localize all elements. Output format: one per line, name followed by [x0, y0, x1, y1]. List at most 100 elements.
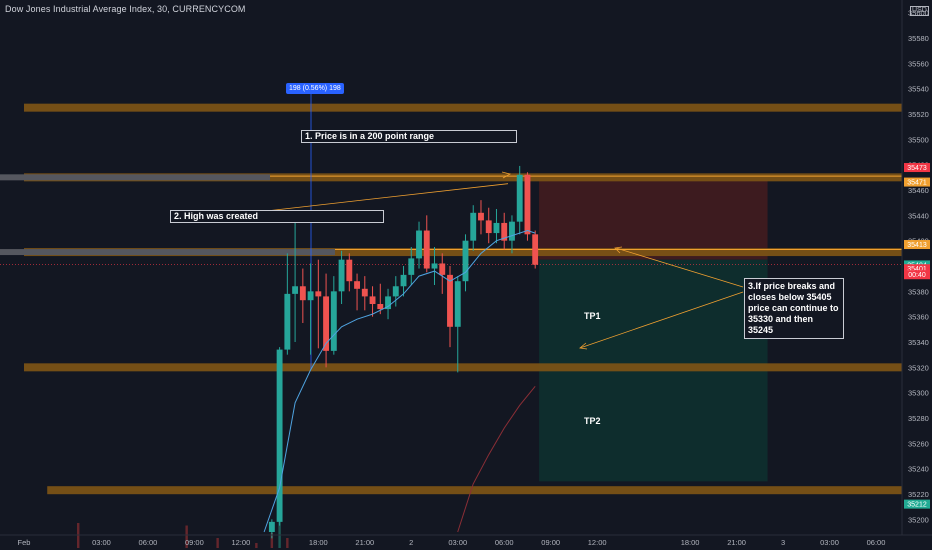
candle-body [478, 212, 484, 221]
price-badge [904, 264, 930, 274]
candle-body [315, 291, 322, 297]
candle-body [400, 274, 407, 287]
candle-body [323, 296, 330, 351]
y-tick-label: 35220 [908, 490, 929, 499]
price-badge-label: 35401 [907, 266, 927, 273]
price-badge-label: 00:40 [908, 272, 926, 279]
x-tick-label: 12:00 [588, 538, 607, 547]
currency-label[interactable]: USD [910, 6, 929, 16]
x-tick-label: 2 [409, 538, 413, 547]
candle-body [276, 349, 283, 522]
volume-bar [216, 538, 219, 548]
measure-label[interactable]: 198 (0.56%) 198 [286, 83, 344, 94]
x-tick-label: 03:00 [820, 538, 839, 547]
level-zone [47, 486, 902, 495]
volume-bar [185, 525, 188, 548]
x-tick-label: 09:00 [541, 538, 560, 547]
annotation-high[interactable]: 2. High was created [170, 210, 384, 223]
y-tick-label: 35540 [908, 85, 929, 94]
sma-line [457, 385, 536, 533]
y-tick-label: 35300 [908, 389, 929, 398]
x-tick-label: 18:00 [309, 538, 328, 547]
annotation-range[interactable]: 1. Price is in a 200 point range [301, 130, 517, 143]
arrow-to-entry [615, 247, 744, 288]
y-tick-label: 35580 [908, 34, 929, 43]
level-grey-segment [0, 174, 270, 181]
arrow-head [579, 342, 588, 350]
x-tick-label: 06:00 [495, 538, 514, 547]
x-tick-label: 12:00 [231, 538, 250, 547]
y-tick-label: 35380 [908, 287, 929, 296]
stop-loss-zone [539, 177, 768, 260]
y-tick-label: 35340 [908, 338, 929, 347]
x-tick-label: 06:00 [867, 538, 886, 547]
candle-body [307, 291, 314, 301]
x-tick-label: 18:00 [681, 538, 700, 547]
volume-bar [270, 533, 274, 548]
candle-body [423, 230, 430, 269]
price-badge-label: 35212 [907, 502, 927, 509]
trend-arrow [249, 183, 509, 214]
y-tick-label: 35320 [908, 363, 929, 372]
candle-body [385, 296, 391, 310]
x-tick-label: Feb [18, 538, 31, 547]
volume-bar [255, 543, 258, 548]
x-tick-label: 03:00 [448, 538, 467, 547]
price-badge-label: 35471 [907, 180, 927, 187]
candle-body [346, 259, 353, 282]
arrow-head [614, 246, 623, 254]
chart-title: Dow Jones Industrial Average Index, 30, … [5, 4, 246, 14]
price-badge [904, 177, 930, 187]
y-tick-label: 35260 [908, 439, 929, 448]
candle-body [462, 240, 469, 282]
y-tick-label: 35500 [908, 135, 929, 144]
candle-body [532, 234, 539, 265]
annotation-breakdown[interactable]: 3.If price breaks and closes below 35405… [744, 278, 844, 339]
x-tick-label: 09:00 [185, 538, 204, 547]
candle-body [501, 222, 508, 241]
candle-body [299, 286, 306, 301]
candle-body [392, 286, 399, 297]
price-badge [904, 270, 930, 280]
candle-body [330, 291, 337, 351]
y-tick-label: 35200 [908, 515, 929, 524]
volume-bar [278, 515, 281, 548]
candle-body [439, 263, 446, 275]
candle-body [268, 521, 275, 532]
price-badge [904, 163, 930, 173]
y-tick-label: 35240 [908, 465, 929, 474]
price-badge [904, 499, 930, 509]
x-tick-label: 03:00 [92, 538, 111, 547]
candle-body [516, 174, 523, 222]
x-tick-label: 06:00 [139, 538, 158, 547]
tp2-label: TP2 [584, 416, 601, 426]
y-tick-label: 35360 [908, 313, 929, 322]
candle-body [447, 274, 453, 327]
candle-body [354, 281, 360, 289]
candle-body [470, 212, 477, 241]
price-badge-label: 35413 [907, 242, 927, 249]
level-zone [24, 103, 902, 112]
candle-body [416, 230, 422, 259]
candle-body [284, 293, 291, 350]
tp1-label: TP1 [584, 311, 601, 321]
candle-body [524, 174, 531, 235]
x-tick-label: 21:00 [727, 538, 746, 547]
candle-body [369, 296, 376, 304]
candle-body [485, 220, 492, 234]
x-tick-label: 21:00 [355, 538, 374, 547]
level-grey-segment [0, 249, 335, 256]
arrow-head [501, 171, 512, 179]
candle-body [338, 259, 345, 292]
y-tick-label: 35560 [908, 59, 929, 68]
candle-body [493, 222, 500, 234]
candle-body [509, 221, 515, 241]
y-tick-label: 35520 [908, 110, 929, 119]
arrow-to-tp1 [579, 291, 744, 349]
volume-bar [286, 538, 289, 548]
candle-body [292, 286, 299, 294]
price-badge [904, 240, 930, 250]
candle-body [361, 288, 368, 297]
level-zone [24, 363, 902, 372]
